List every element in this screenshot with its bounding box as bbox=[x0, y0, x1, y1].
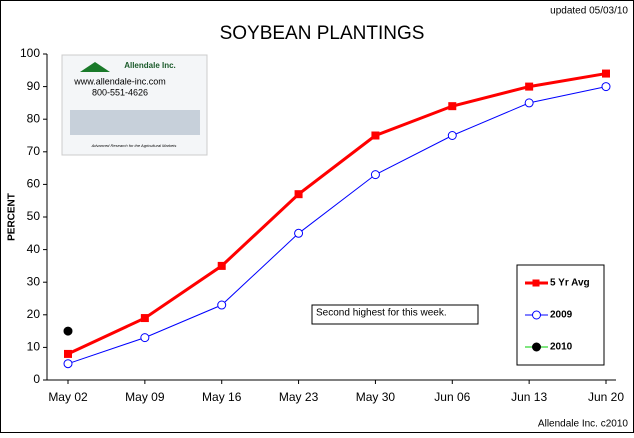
y-tick-label: 30 bbox=[27, 274, 41, 288]
marker bbox=[525, 99, 533, 107]
marker bbox=[141, 334, 149, 342]
x-tick-label: May 09 bbox=[125, 390, 165, 404]
y-tick-label: 50 bbox=[27, 209, 41, 223]
marker bbox=[371, 132, 379, 140]
marker bbox=[64, 327, 72, 335]
x-tick-label: Jun 13 bbox=[511, 390, 547, 404]
marker bbox=[218, 262, 226, 270]
marker bbox=[295, 229, 303, 237]
marker bbox=[64, 360, 72, 368]
y-tick-label: 20 bbox=[27, 307, 41, 321]
legend-label: 5 Yr Avg bbox=[550, 278, 590, 289]
x-tick-label: May 02 bbox=[48, 390, 88, 404]
chart: updated 05/03/10 SOYBEAN PLANTINGS PERCE… bbox=[0, 0, 634, 433]
marker bbox=[295, 190, 303, 198]
legend-label: 2009 bbox=[550, 310, 573, 321]
footer: Allendale Inc. c2010 bbox=[538, 419, 629, 430]
marker bbox=[602, 83, 610, 91]
logo-name: Allendale Inc. bbox=[124, 61, 176, 70]
x-tick-label: May 30 bbox=[356, 390, 396, 404]
logo: Allendale Inc. www.allendale-inc.com 800… bbox=[62, 55, 207, 155]
y-tick-label: 90 bbox=[27, 79, 41, 93]
x-tick-label: May 23 bbox=[279, 390, 319, 404]
legend-marker bbox=[533, 311, 541, 319]
y-tick-label: 10 bbox=[27, 340, 41, 354]
marker bbox=[141, 314, 149, 322]
logo-tagline: Advanced Research for the Agricultural M… bbox=[91, 143, 177, 148]
y-tick-label: 0 bbox=[33, 372, 40, 386]
x-tick-label: May 16 bbox=[202, 390, 242, 404]
legend-marker bbox=[533, 343, 541, 351]
y-tick-label: 40 bbox=[27, 242, 41, 256]
x-tick-label: Jun 06 bbox=[434, 390, 470, 404]
marker bbox=[448, 132, 456, 140]
marker bbox=[64, 350, 72, 358]
x-tick-label: Jun 20 bbox=[588, 390, 624, 404]
y-tick-label: 70 bbox=[27, 144, 41, 158]
page: updated 05/03/10 SOYBEAN PLANTINGS PERCE… bbox=[0, 0, 634, 438]
logo-url: www.allendale-inc.com bbox=[73, 76, 166, 86]
marker bbox=[371, 171, 379, 179]
y-tick-label: 100 bbox=[20, 46, 40, 60]
annotation: Second highest for this week. bbox=[316, 308, 447, 319]
legend-marker bbox=[533, 280, 540, 287]
logo-skyline bbox=[70, 110, 200, 135]
y-tick-label: 60 bbox=[27, 177, 41, 191]
marker bbox=[448, 102, 456, 110]
y-tick-label: 80 bbox=[27, 111, 41, 125]
marker bbox=[218, 301, 226, 309]
marker bbox=[602, 70, 610, 78]
logo-phone: 800-551-4626 bbox=[92, 87, 148, 97]
chart-title: SOYBEAN PLANTINGS bbox=[220, 23, 425, 44]
y-axis-label: PERCENT bbox=[7, 193, 18, 241]
marker bbox=[525, 83, 533, 91]
subtitle: updated 05/03/10 bbox=[550, 6, 628, 17]
legend-label: 2010 bbox=[550, 342, 573, 353]
